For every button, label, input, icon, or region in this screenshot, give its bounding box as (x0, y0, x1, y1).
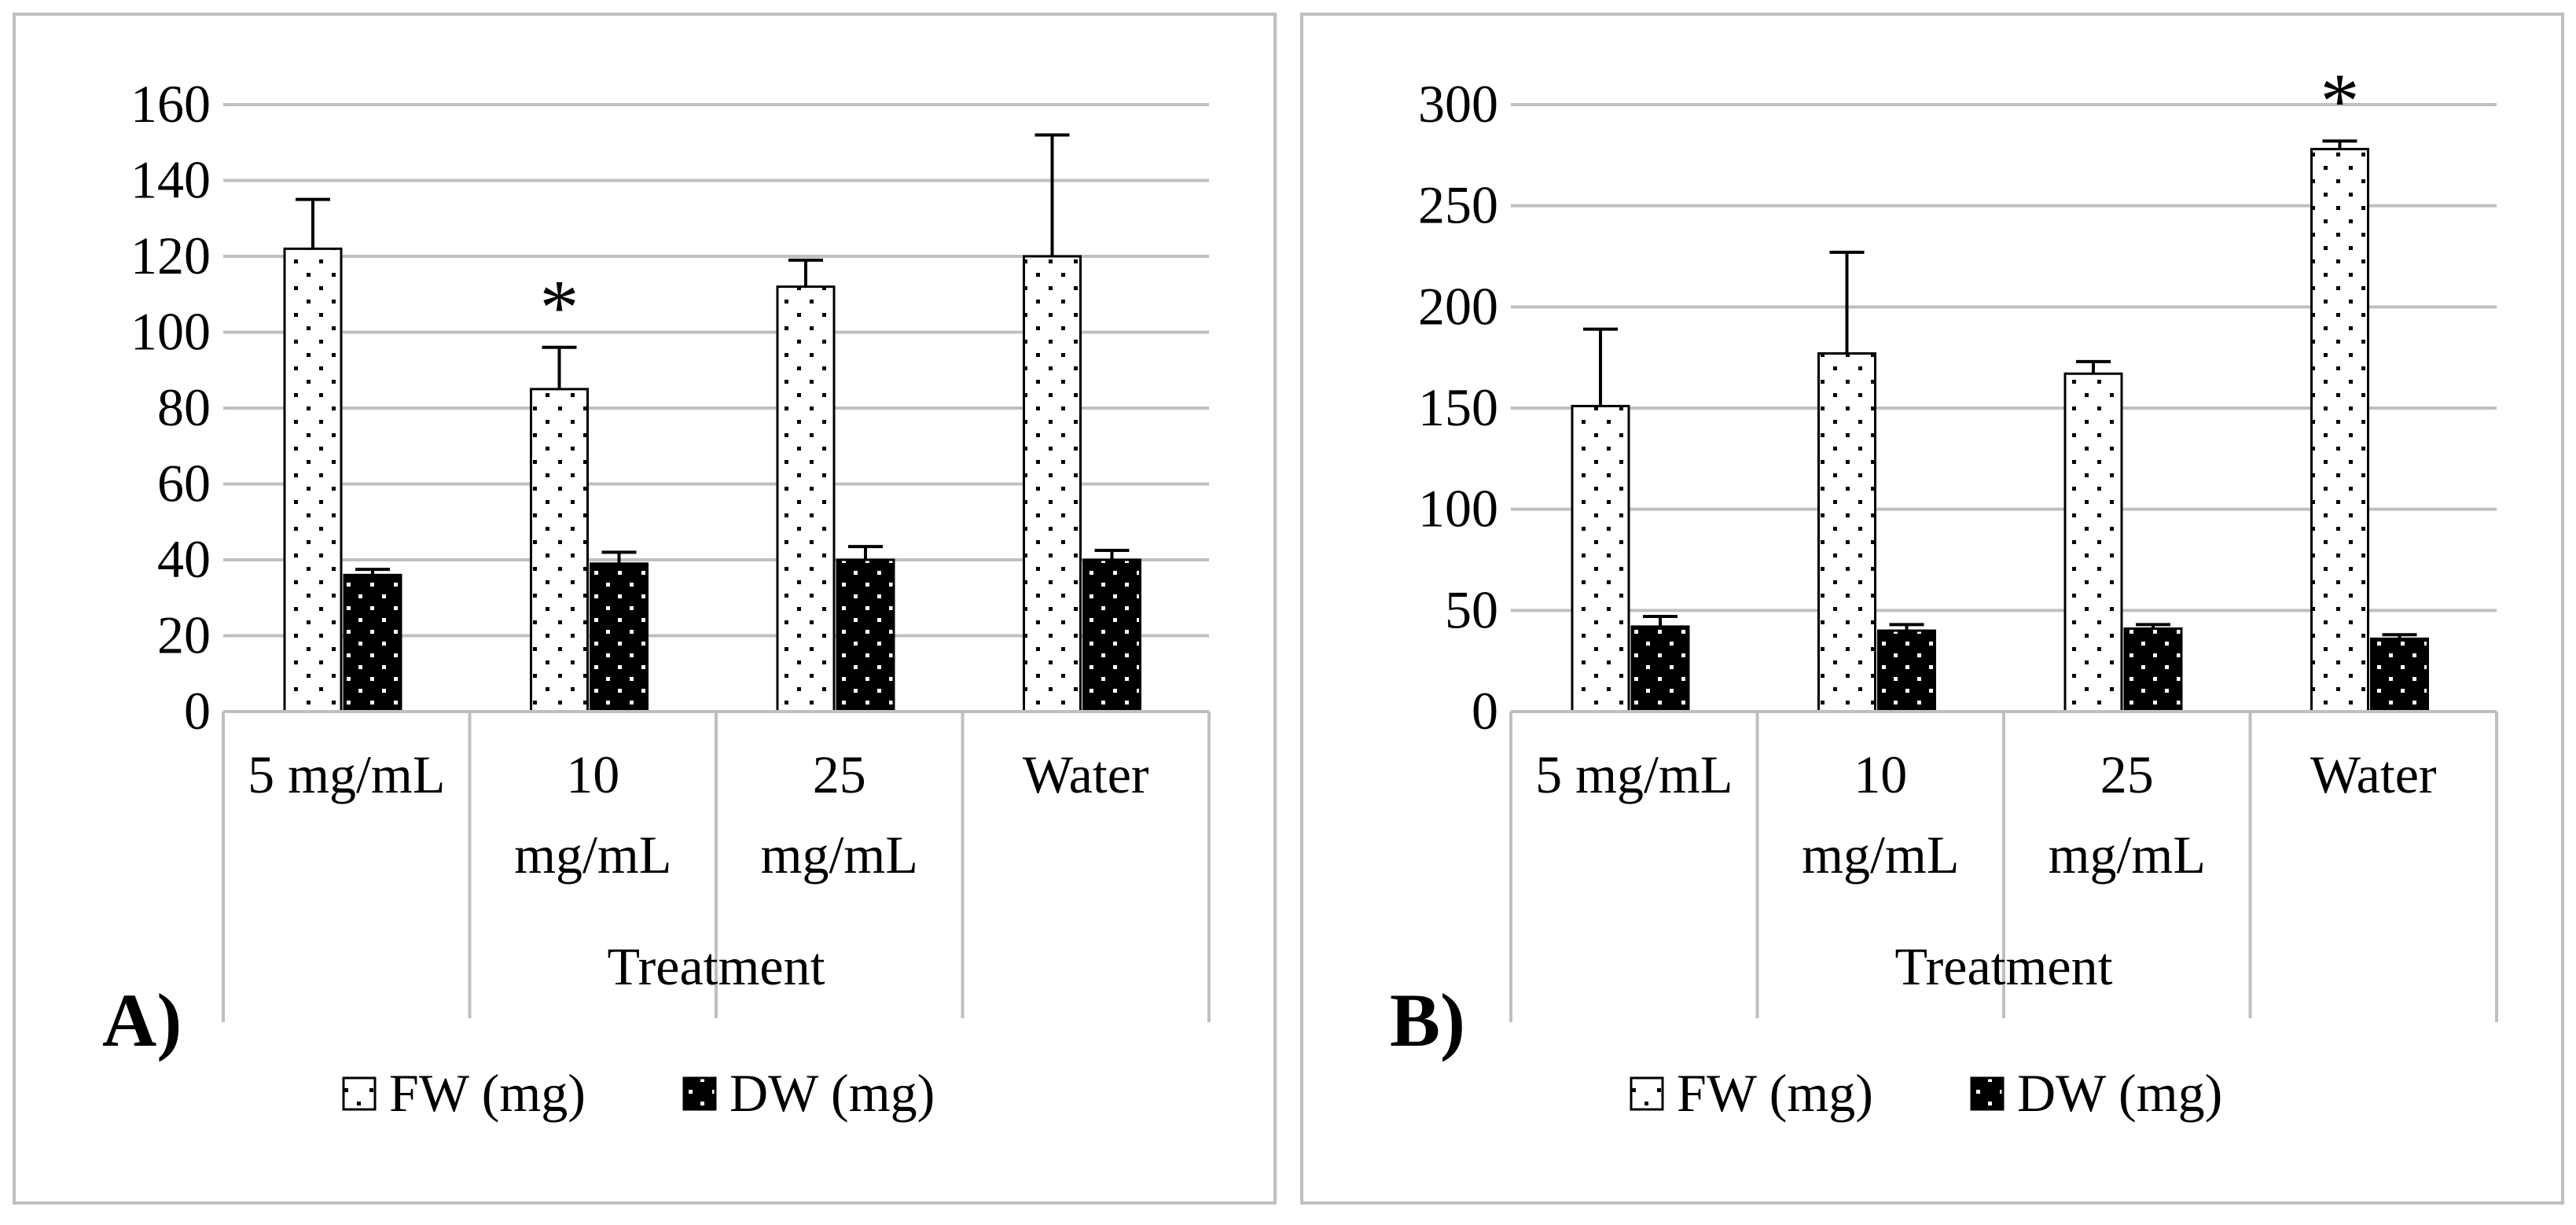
dw-bar (1082, 558, 1141, 713)
x-category-label: mg/mL (514, 825, 671, 885)
legend-swatch-fw (1630, 1076, 1664, 1111)
dw-bar (590, 562, 649, 713)
legend-label-dw: DW (mg) (729, 1063, 935, 1123)
fw-bar (1817, 352, 1876, 713)
chart-a: 0 20 40 60 80 100 120 140 160 * 5 mg/mL 10 mg/mL 25 mg… (13, 13, 1277, 1205)
x-category-label: Water (2310, 745, 2437, 804)
legend-label-dw: DW (mg) (2017, 1063, 2222, 1123)
fw-bar (776, 285, 836, 713)
y-tick-label: 100 (130, 302, 211, 362)
y-tick-label: 150 (1418, 377, 1498, 437)
y-tick-label: 140 (130, 150, 211, 210)
dw-bar (2370, 637, 2429, 713)
x-category-label: Water (1023, 745, 1149, 804)
significance-marker: * (2321, 57, 2360, 144)
x-category-label: 25 (2100, 745, 2154, 804)
y-tick-label: 200 (1418, 276, 1498, 336)
dw-bar (1877, 629, 1936, 713)
y-tick-label: 120 (130, 226, 211, 285)
y-tick-label: 40 (157, 529, 211, 589)
dw-bar (343, 573, 402, 713)
legend-swatch-dw (682, 1076, 717, 1111)
y-tick-label: 250 (1418, 175, 1498, 235)
dw-bar (2123, 627, 2183, 713)
y-tick-label: 50 (1445, 579, 1498, 639)
y-tick-label: 0 (1472, 681, 1498, 741)
x-axis-title: Treatment (1894, 936, 2112, 996)
fw-bar (1571, 404, 1630, 713)
x-category-label: 10 (1854, 745, 1907, 804)
x-axis-title: Treatment (607, 936, 825, 996)
x-category-label: 10 (566, 745, 619, 804)
y-tick-label: 100 (1418, 479, 1498, 539)
chart-panel-a: 0 20 40 60 80 100 120 140 160 * 5 mg/mL 10 mg/mL 25 mg… (0, 0, 1288, 1221)
dw-bar (1630, 625, 1690, 713)
chart-b: 0 50 100 150 200 250 300 * 5 mg/mL 10 mg/mL 25 mg/mL… (1300, 13, 2564, 1205)
dw-bar (836, 558, 895, 713)
y-tick-label: 0 (184, 681, 211, 741)
y-tick-label: 80 (157, 377, 211, 437)
y-tick-label: 300 (1418, 74, 1498, 134)
fw-bar (283, 247, 343, 713)
x-category-label: mg/mL (2049, 825, 2206, 885)
x-category-label: 25 (813, 745, 866, 804)
legend-swatch-dw (1970, 1076, 2005, 1111)
y-tick-label: 160 (130, 74, 211, 134)
x-category-label: mg/mL (761, 825, 918, 885)
y-tick-label: 20 (157, 605, 211, 665)
legend-swatch-fw (342, 1076, 377, 1111)
x-category-label: mg/mL (1802, 825, 1959, 885)
x-category-label: 5 mg/mL (248, 745, 445, 804)
panel-frame (1300, 13, 2564, 1205)
fw-bar (2310, 148, 2369, 713)
chart-panel-b: 0 50 100 150 200 250 300 * 5 mg/mL 10 mg/mL 25 mg/mL… (1288, 0, 2576, 1221)
legend-label-fw: FW (mg) (1677, 1063, 1873, 1123)
x-category-label: 5 mg/mL (1535, 745, 1733, 804)
legend-label-fw: FW (mg) (389, 1063, 586, 1123)
panel-frame (13, 13, 1277, 1205)
fw-bar (1023, 255, 1082, 713)
panel-letter: B) (1390, 978, 1465, 1062)
fw-bar (530, 388, 589, 713)
fw-bar (2063, 372, 2123, 713)
significance-marker: * (540, 263, 579, 351)
y-tick-label: 60 (157, 454, 211, 513)
panel-letter: A) (102, 978, 182, 1062)
